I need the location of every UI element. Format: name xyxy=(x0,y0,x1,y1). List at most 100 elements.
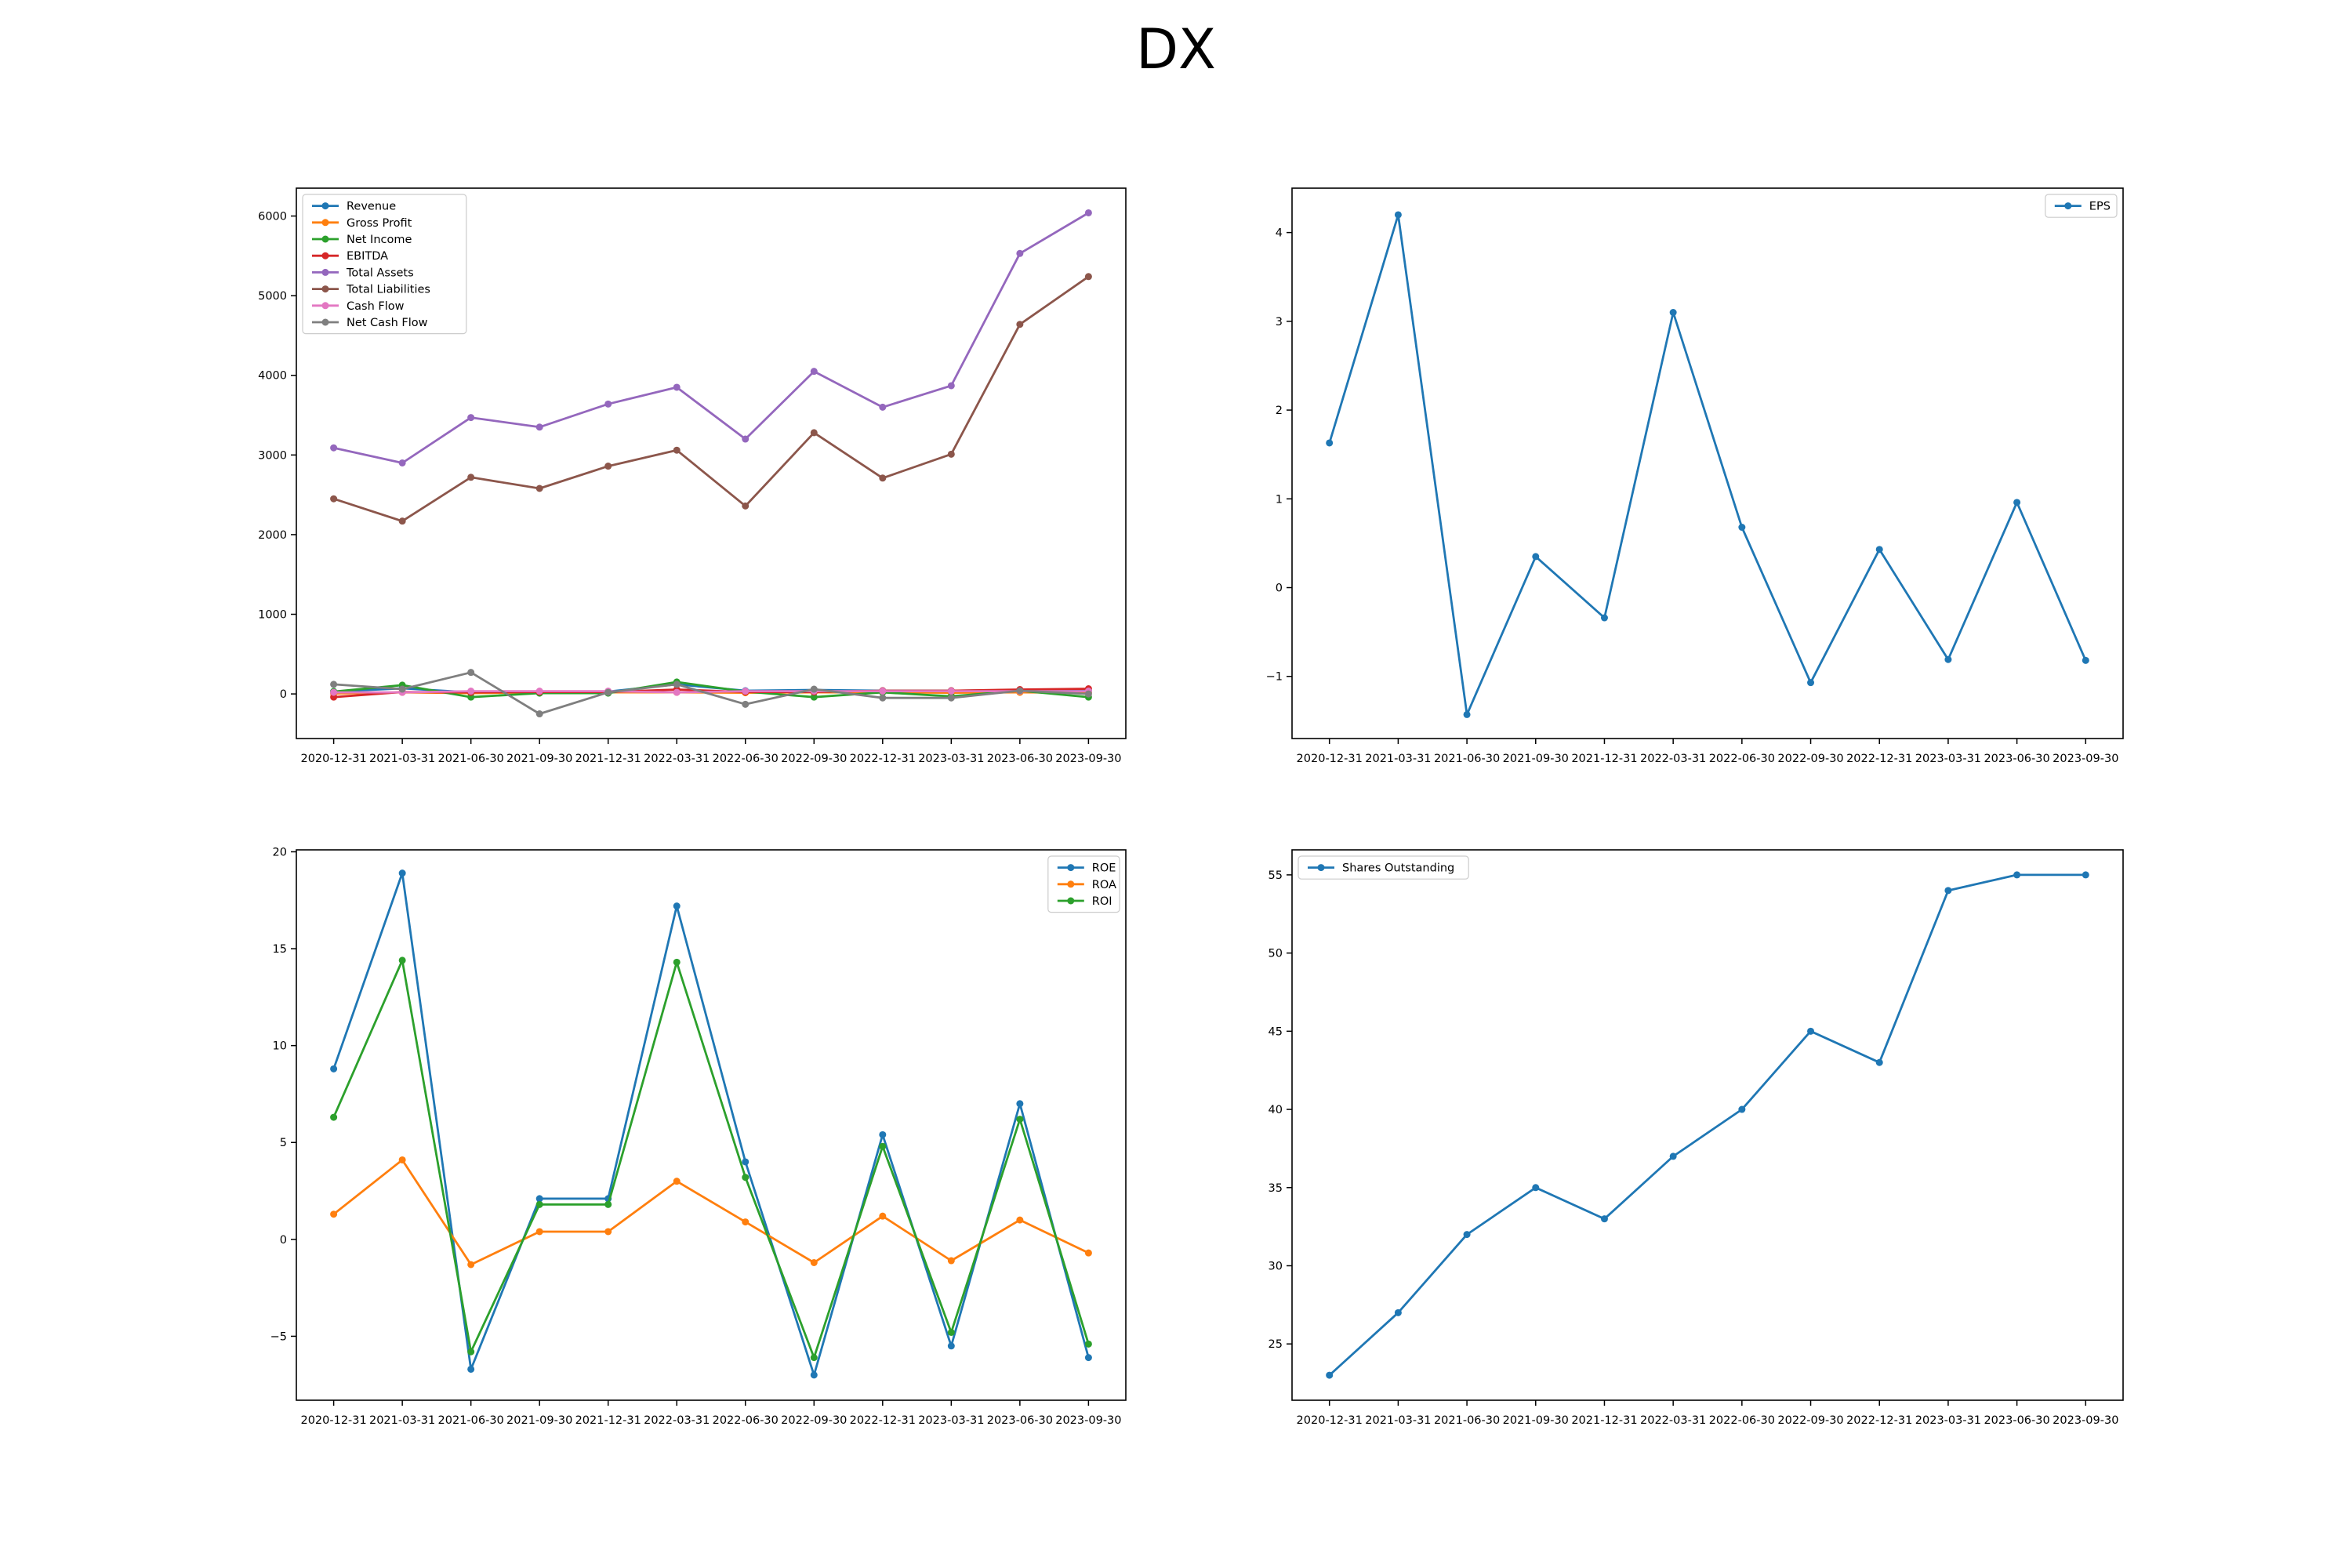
x-tick-label: 2023-09-30 xyxy=(1055,753,1121,765)
data-point xyxy=(810,693,818,701)
x-tick-label: 2022-03-31 xyxy=(1640,753,1706,765)
data-point xyxy=(604,1228,612,1236)
x-tick-label: 2023-06-30 xyxy=(1984,753,2049,765)
x-tick-label: 2023-03-31 xyxy=(1915,753,1981,765)
y-tick-label: 1000 xyxy=(258,609,287,622)
y-tick-label: 2000 xyxy=(258,529,287,542)
axes-frame xyxy=(1291,187,2124,739)
y-tick-label: 55 xyxy=(1269,869,1283,882)
x-tick-label: 2023-09-30 xyxy=(2053,753,2118,765)
y-tick-label: 5000 xyxy=(258,290,287,303)
x-tick-label: 2022-03-31 xyxy=(644,1414,710,1427)
data-point xyxy=(1944,655,1952,663)
data-point xyxy=(604,400,612,408)
data-point xyxy=(947,1257,955,1265)
data-point xyxy=(535,423,543,431)
x-tick-label: 2022-09-30 xyxy=(1777,1414,1843,1427)
data-point xyxy=(1016,321,1024,328)
x-tick-label: 2020-12-31 xyxy=(300,753,366,765)
x-tick-label: 2023-03-31 xyxy=(918,753,984,765)
chart-3: 2020-12-31 2021-03-31 2021-06-30 2021-09-30… xyxy=(270,846,1127,1427)
series-line xyxy=(332,959,1090,1359)
legend: EPS xyxy=(2045,194,2118,218)
x-tick-label: 2021-03-31 xyxy=(1365,1414,1431,1427)
data-point xyxy=(879,694,887,702)
series-net-cash-flow xyxy=(330,669,1092,718)
legend-label: Cash Flow xyxy=(347,300,405,313)
data-point xyxy=(1016,1216,1024,1224)
legend-label: ROA xyxy=(1092,879,1116,891)
y-tick-label: 20 xyxy=(273,846,287,858)
y-tick-label: 25 xyxy=(1269,1338,1283,1351)
data-point xyxy=(398,459,406,466)
y-tick-label: 50 xyxy=(1269,948,1283,960)
data-point xyxy=(879,403,887,411)
y-tick-label: 4 xyxy=(1276,227,1283,240)
x-tick-label: 2022-06-30 xyxy=(1709,753,1775,765)
data-point xyxy=(1016,687,1024,695)
data-point xyxy=(1738,1105,1746,1113)
data-point xyxy=(1875,1058,1883,1066)
legend-marker xyxy=(1067,897,1075,905)
data-point xyxy=(947,688,955,695)
data-point xyxy=(810,368,818,376)
y-tick-label: 15 xyxy=(273,943,287,956)
x-tick-label: 2022-09-30 xyxy=(1777,753,1843,765)
y-tick-label: 5 xyxy=(280,1137,287,1149)
x-tick-label: 2022-03-31 xyxy=(644,753,710,765)
data-point xyxy=(398,685,406,693)
data-point xyxy=(1532,1184,1540,1192)
chart-1: 2020-12-31 2021-03-31 2021-06-30 2021-09-30… xyxy=(258,187,1127,765)
data-point xyxy=(673,1178,681,1185)
data-point xyxy=(330,444,338,452)
data-point xyxy=(467,1261,475,1269)
legend: ROE ROA ROI xyxy=(1047,855,1120,913)
data-point xyxy=(879,1142,887,1150)
data-point xyxy=(1084,690,1092,698)
legend-marker xyxy=(1067,880,1075,888)
data-point xyxy=(673,958,681,966)
data-point xyxy=(1463,1231,1471,1239)
y-tick-label: −1 xyxy=(1266,671,1283,684)
legend-label: ROE xyxy=(1092,862,1116,875)
x-tick-label: 2023-09-30 xyxy=(1055,1414,1121,1427)
series-shares-outstanding xyxy=(1326,871,2089,1379)
x-tick-label: 2022-06-30 xyxy=(713,753,779,765)
data-point xyxy=(742,502,750,510)
y-tick-label: −5 xyxy=(270,1330,287,1343)
data-point xyxy=(947,382,955,390)
x-tick-label: 2022-09-30 xyxy=(781,1414,847,1427)
data-point xyxy=(1738,524,1746,532)
data-point xyxy=(467,1365,475,1373)
data-point xyxy=(398,869,406,877)
series-roi xyxy=(330,956,1092,1362)
axes-frame xyxy=(1291,849,2124,1401)
y-tick-label: 0 xyxy=(280,688,287,701)
y-tick-label: 10 xyxy=(273,1040,287,1053)
data-point xyxy=(879,474,887,482)
legend-marker xyxy=(321,285,329,293)
y-tick-label: 2 xyxy=(1276,405,1283,417)
x-tick-label: 2023-06-30 xyxy=(987,753,1053,765)
data-point xyxy=(1532,553,1540,561)
data-point xyxy=(947,1328,955,1336)
data-point xyxy=(742,688,750,695)
data-point xyxy=(330,1210,338,1218)
x-tick-label: 2021-09-30 xyxy=(506,1414,572,1427)
data-point xyxy=(467,688,475,695)
data-point xyxy=(604,463,612,470)
data-point xyxy=(1463,710,1471,718)
x-tick-label: 2021-03-31 xyxy=(369,1414,435,1427)
data-point xyxy=(810,1354,818,1362)
data-point xyxy=(1084,1249,1092,1257)
data-point xyxy=(742,1174,750,1181)
data-point xyxy=(947,694,955,702)
legend-marker xyxy=(321,252,329,260)
x-tick-label: 2021-12-31 xyxy=(575,1414,641,1427)
data-point xyxy=(879,688,887,695)
x-tick-label: 2020-12-31 xyxy=(300,1414,366,1427)
series-line xyxy=(333,681,1089,699)
x-tick-label: 2021-03-31 xyxy=(369,753,435,765)
series-total-assets xyxy=(330,209,1092,466)
